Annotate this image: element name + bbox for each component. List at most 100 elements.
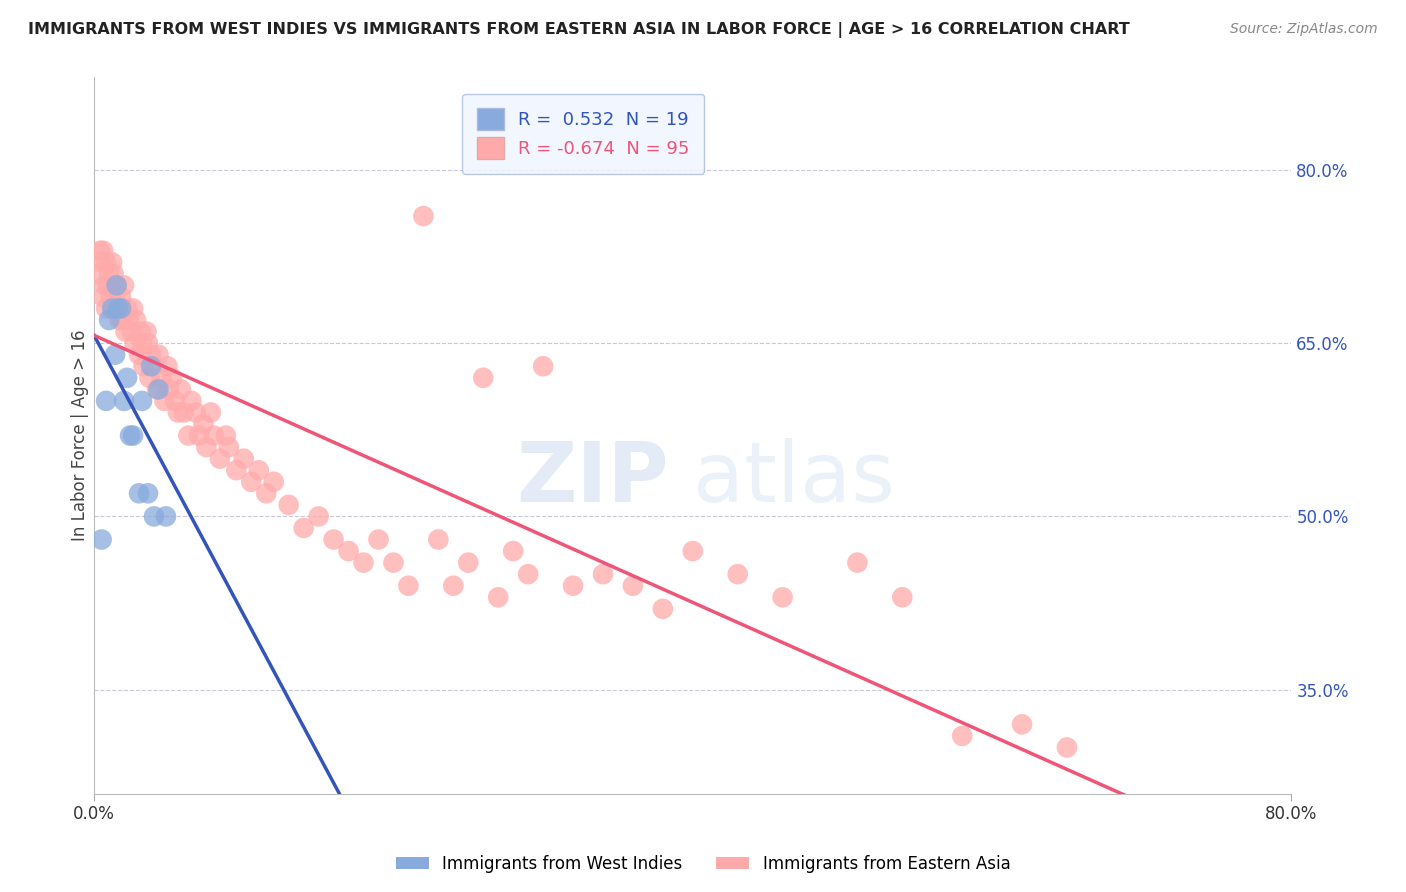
Point xyxy=(91,244,114,258)
Point xyxy=(367,533,389,547)
Point xyxy=(232,451,254,466)
Point xyxy=(891,591,914,605)
Point xyxy=(156,359,179,374)
Point xyxy=(1011,717,1033,731)
Point xyxy=(1056,740,1078,755)
Point xyxy=(91,290,114,304)
Point xyxy=(240,475,263,489)
Point xyxy=(100,290,122,304)
Text: atlas: atlas xyxy=(693,438,894,519)
Point xyxy=(950,729,973,743)
Point xyxy=(277,498,299,512)
Point xyxy=(94,255,117,269)
Point xyxy=(103,301,125,316)
Point xyxy=(94,301,117,316)
Point xyxy=(263,475,285,489)
Point xyxy=(202,428,225,442)
Point xyxy=(148,348,170,362)
Point xyxy=(98,267,121,281)
Point xyxy=(112,278,135,293)
Point xyxy=(110,290,132,304)
Point xyxy=(115,371,138,385)
Point xyxy=(94,393,117,408)
Point xyxy=(353,556,375,570)
Legend: R =  0.532  N = 19, R = -0.674  N = 95: R = 0.532 N = 19, R = -0.674 N = 95 xyxy=(463,94,704,174)
Point xyxy=(135,325,157,339)
Point xyxy=(107,301,129,316)
Point xyxy=(531,359,554,374)
Point xyxy=(128,486,150,500)
Point xyxy=(146,382,169,396)
Point xyxy=(105,278,128,293)
Point xyxy=(143,509,166,524)
Point xyxy=(104,290,127,304)
Point xyxy=(131,393,153,408)
Point xyxy=(111,313,134,327)
Point xyxy=(308,509,330,524)
Point xyxy=(177,428,200,442)
Point xyxy=(122,428,145,442)
Point xyxy=(337,544,360,558)
Point xyxy=(132,359,155,374)
Point xyxy=(592,567,614,582)
Point xyxy=(472,371,495,385)
Point xyxy=(254,486,277,500)
Point xyxy=(138,371,160,385)
Point xyxy=(846,556,869,570)
Point xyxy=(180,393,202,408)
Point xyxy=(121,325,143,339)
Point xyxy=(502,544,524,558)
Point xyxy=(150,371,173,385)
Point xyxy=(621,579,644,593)
Point xyxy=(131,336,153,351)
Y-axis label: In Labor Force | Age > 16: In Labor Force | Age > 16 xyxy=(72,330,89,541)
Point xyxy=(139,359,162,374)
Point xyxy=(157,382,180,396)
Point xyxy=(427,533,450,547)
Point xyxy=(98,313,121,327)
Point xyxy=(160,371,183,385)
Point xyxy=(195,440,218,454)
Point xyxy=(114,325,136,339)
Point xyxy=(101,255,124,269)
Point xyxy=(651,602,673,616)
Point xyxy=(163,393,186,408)
Point xyxy=(170,382,193,396)
Point xyxy=(187,428,209,442)
Point xyxy=(155,509,177,524)
Point xyxy=(457,556,479,570)
Point xyxy=(173,405,195,419)
Point xyxy=(117,313,139,327)
Point xyxy=(90,533,112,547)
Point xyxy=(122,301,145,316)
Point xyxy=(97,278,120,293)
Point xyxy=(139,348,162,362)
Point xyxy=(218,440,240,454)
Point xyxy=(108,313,131,327)
Point xyxy=(396,579,419,593)
Point xyxy=(208,451,231,466)
Point xyxy=(148,382,170,396)
Point xyxy=(89,244,111,258)
Point xyxy=(129,325,152,339)
Point xyxy=(107,301,129,316)
Text: Source: ZipAtlas.com: Source: ZipAtlas.com xyxy=(1230,22,1378,37)
Point xyxy=(772,591,794,605)
Point xyxy=(215,428,238,442)
Text: IMMIGRANTS FROM WEST INDIES VS IMMIGRANTS FROM EASTERN ASIA IN LABOR FORCE | AGE: IMMIGRANTS FROM WEST INDIES VS IMMIGRANT… xyxy=(28,22,1130,38)
Point xyxy=(441,579,464,593)
Point xyxy=(292,521,315,535)
Point xyxy=(225,463,247,477)
Point xyxy=(184,405,207,419)
Point xyxy=(110,301,132,316)
Point xyxy=(322,533,344,547)
Point xyxy=(412,209,434,223)
Point xyxy=(118,428,141,442)
Point xyxy=(486,591,509,605)
Point xyxy=(103,267,125,281)
Point xyxy=(247,463,270,477)
Text: ZIP: ZIP xyxy=(516,438,669,519)
Point xyxy=(193,417,215,431)
Point xyxy=(101,301,124,316)
Point xyxy=(124,336,146,351)
